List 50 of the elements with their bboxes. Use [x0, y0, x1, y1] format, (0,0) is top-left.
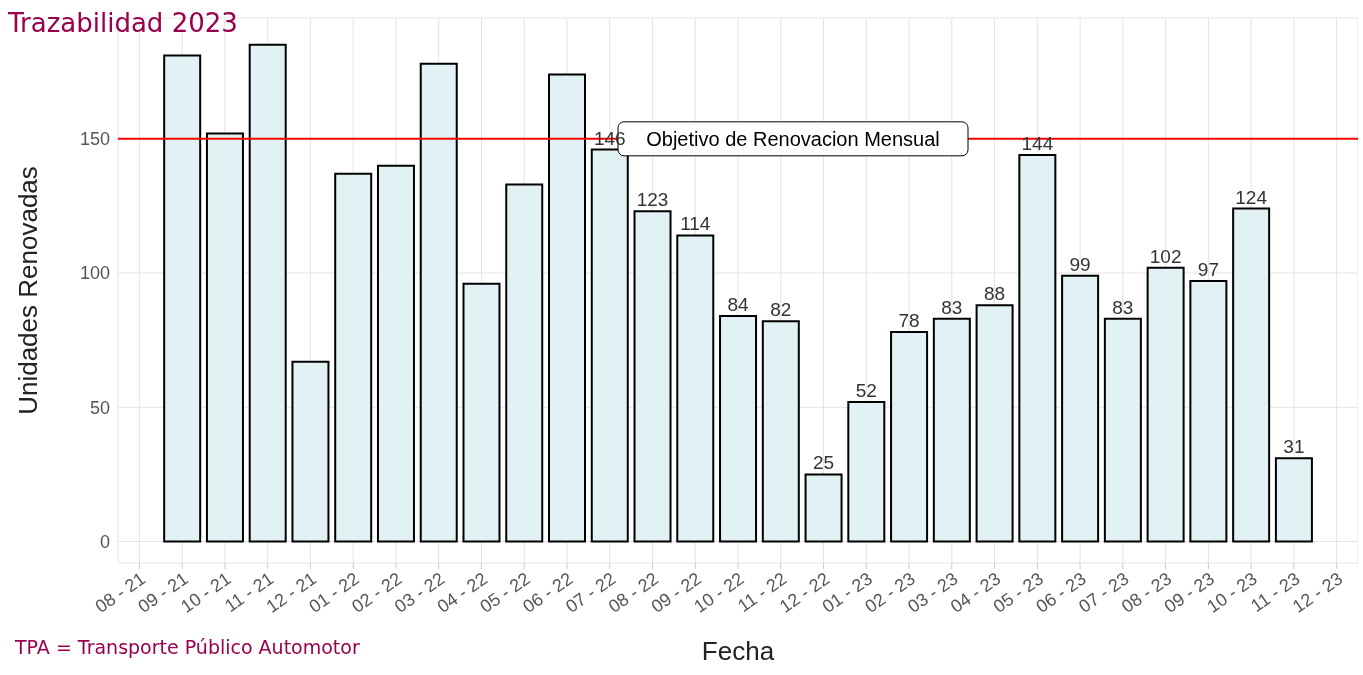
y-tick-label: 150	[79, 129, 110, 150]
data-label: 102	[1149, 245, 1182, 267]
bar	[291, 360, 330, 543]
bar	[719, 315, 758, 543]
data-label: 25	[812, 452, 835, 474]
data-label: 124	[1235, 186, 1268, 208]
bar	[804, 473, 843, 543]
bar	[975, 304, 1014, 543]
bar	[1103, 317, 1142, 543]
bar	[334, 172, 373, 543]
chart-title: Trazabilidad 2023	[8, 8, 238, 38]
data-label: 114	[680, 213, 711, 235]
bar	[676, 234, 715, 543]
bar	[1274, 457, 1313, 543]
x-axis-title: Fecha	[701, 636, 775, 666]
bar	[376, 164, 415, 543]
data-label: 78	[898, 310, 920, 332]
bar	[1146, 266, 1185, 543]
data-label: 83	[941, 296, 963, 318]
bar	[462, 282, 501, 543]
bar	[890, 331, 929, 543]
data-label: 31	[1283, 436, 1305, 458]
bar	[205, 132, 244, 543]
data-label: 83	[1112, 296, 1134, 318]
bar	[163, 54, 202, 543]
y-tick-label: 100	[79, 263, 110, 284]
data-label: 97	[1197, 259, 1219, 281]
bar	[248, 43, 287, 543]
text: TPA = Transporte Público Automotor	[15, 636, 360, 658]
data-label: 84	[727, 294, 750, 315]
data-label: 123	[636, 189, 669, 211]
bar	[1189, 280, 1228, 543]
bar	[548, 73, 587, 543]
bar	[1018, 153, 1057, 543]
bar	[932, 317, 971, 543]
data-label: 52	[855, 379, 877, 401]
y-tick-label: 0	[99, 531, 110, 552]
bar	[1232, 207, 1271, 543]
data-label: 99	[1069, 253, 1091, 275]
bar	[761, 320, 800, 543]
y-tick-label: 50	[89, 397, 110, 418]
bar	[1061, 274, 1100, 543]
bar	[419, 62, 458, 543]
bar	[633, 210, 672, 543]
bar	[847, 400, 886, 543]
bar	[505, 183, 544, 543]
data-label: 82	[770, 299, 792, 321]
y-axis-title: Unidades Renovadas	[13, 166, 44, 415]
ref-line-label: Objetivo de Renovacion Mensual	[646, 127, 940, 150]
data-label: 88	[984, 283, 1006, 305]
